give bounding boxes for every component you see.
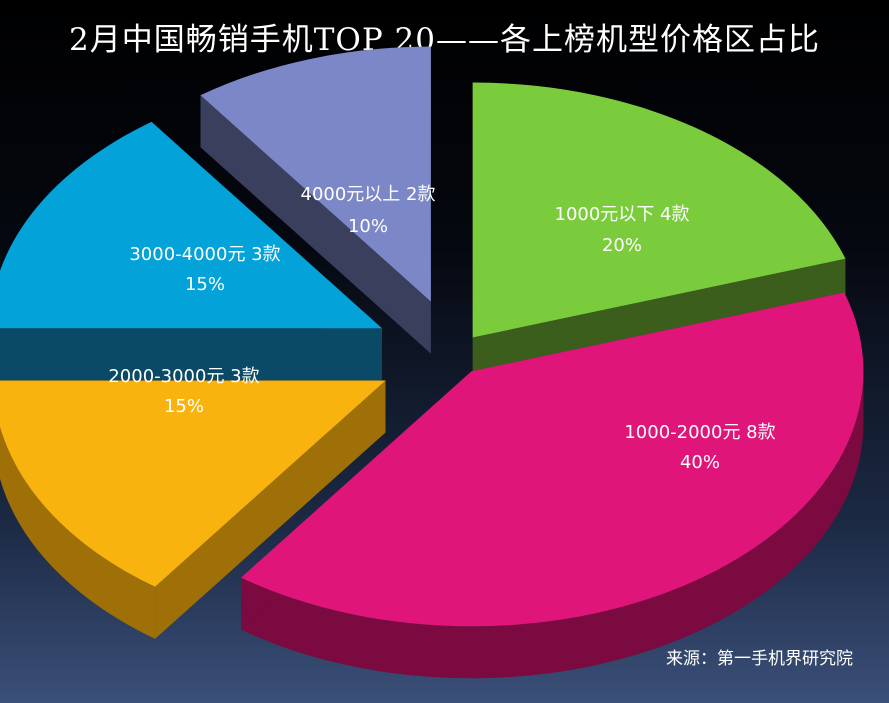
- pie-slice-1: [241, 292, 864, 627]
- slice-percent-3: 15%: [185, 274, 225, 295]
- pie-slice-wall-4-0: [200, 95, 431, 354]
- pie-slice-0: [472, 82, 846, 338]
- source-note: 来源：第一手机界研究院: [666, 649, 853, 669]
- slice-percent-0: 20%: [602, 235, 642, 256]
- slice-percent-4: 10%: [348, 216, 388, 237]
- pie-slice-2: [0, 380, 386, 587]
- slice-label-0: 1000元以下 4款: [555, 204, 690, 225]
- pie-slice-side-1: [241, 371, 864, 679]
- pie-slice-4: [200, 46, 431, 302]
- slice-label-4: 4000元以上 2款: [301, 184, 436, 205]
- slice-percent-2: 15%: [164, 396, 204, 417]
- slice-label-3: 3000-4000元 3款: [129, 244, 280, 265]
- slice-label-2: 2000-3000元 3款: [108, 366, 259, 387]
- pie-slice-wall-2-0: [155, 380, 386, 639]
- slice-label-1: 1000-2000元 8款: [624, 422, 775, 443]
- pie-slice-side-2: [0, 426, 156, 639]
- pie-slice-wall-3-0: [0, 328, 382, 381]
- chart-title: 2月中国畅销手机TOP 20——各上榜机型价格区占比: [69, 22, 820, 58]
- slice-percent-1: 40%: [680, 452, 720, 473]
- pie-slice-3: [0, 121, 382, 329]
